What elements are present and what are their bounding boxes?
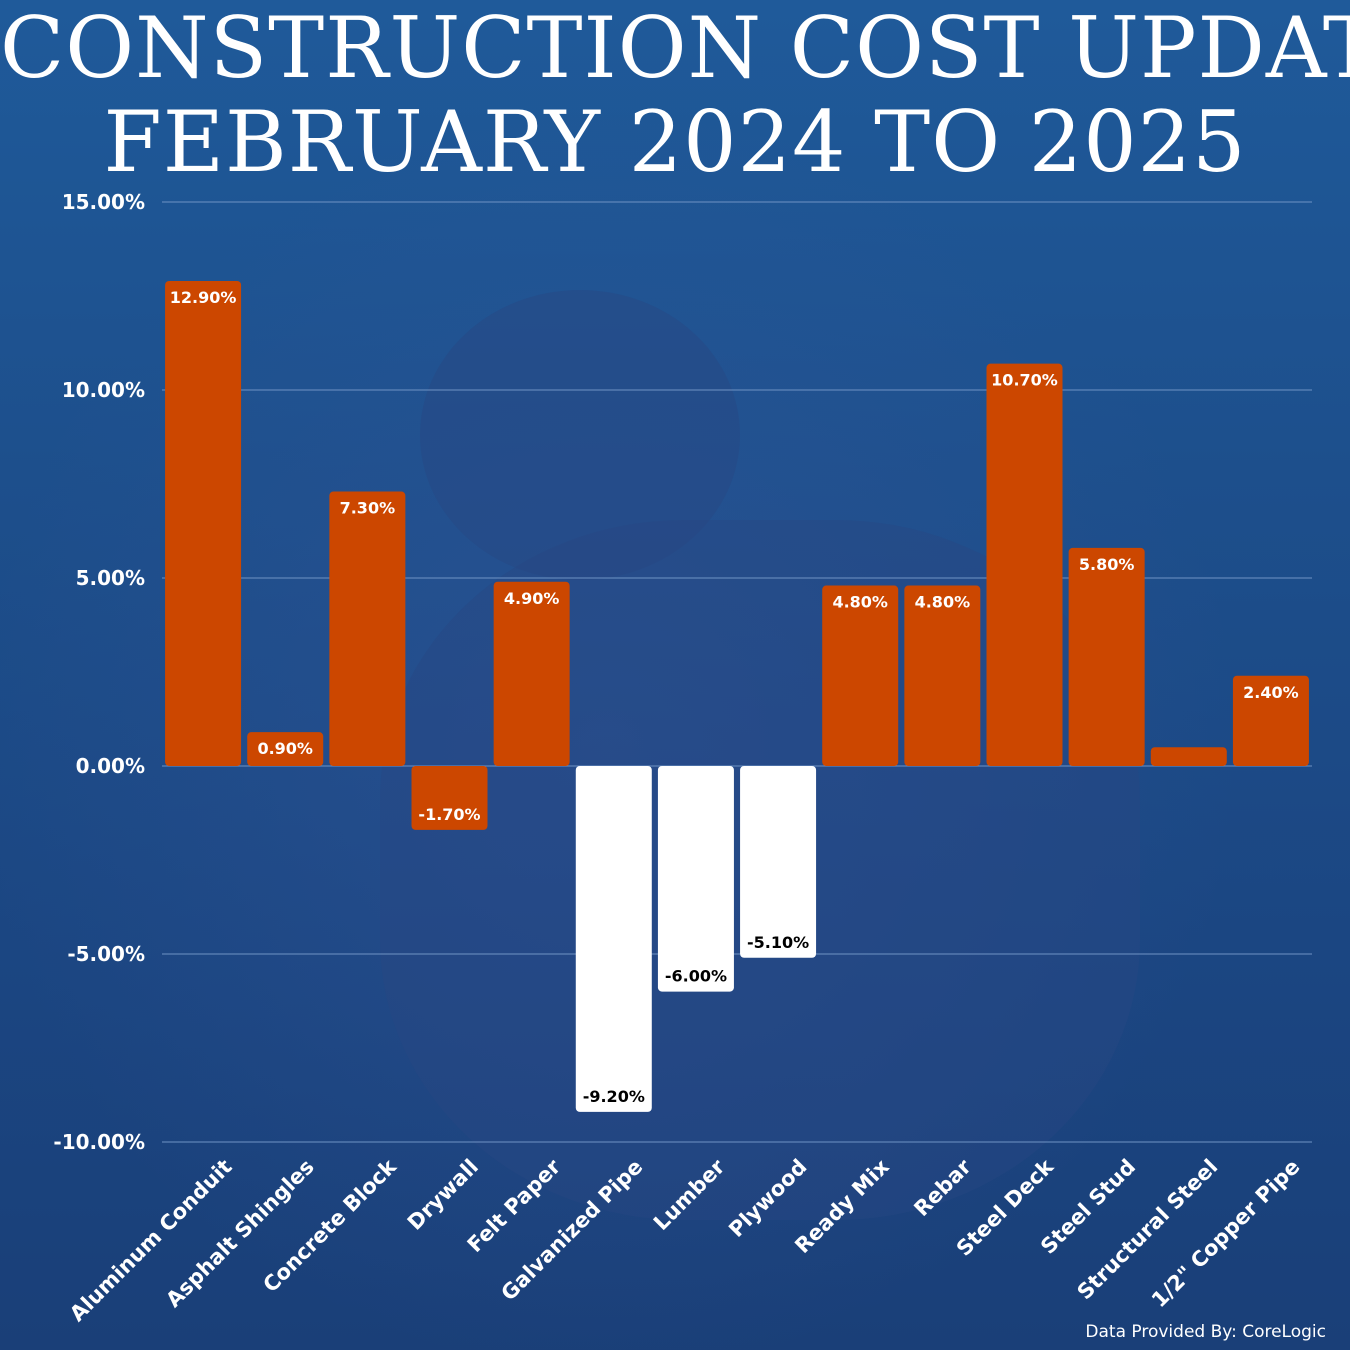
bar [165, 280, 242, 766]
bar [1150, 747, 1227, 766]
data-labels: 12.90% 0.90% 7.30% -1.70% 4.90% -9.20% -6.00% -… [170, 288, 1299, 1106]
data-label: 4.80% [915, 593, 971, 612]
data-label: 4.90% [504, 589, 560, 608]
data-label: 10.70% [991, 371, 1058, 390]
x-category-label: Structural Steel [1073, 1155, 1223, 1305]
bar [740, 766, 817, 958]
y-tick-label: 15.00% [62, 190, 145, 214]
x-category-label: Lumber [649, 1154, 730, 1235]
y-tick-label: -5.00% [67, 942, 145, 966]
bar [904, 585, 981, 766]
y-tick-label: -10.00% [53, 1130, 145, 1154]
title-line-1: CONSTRUCTION COST UPDATE [0, 0, 1350, 97]
bar [1232, 675, 1309, 766]
y-tick-label: 5.00% [76, 566, 145, 590]
bar [1068, 547, 1145, 766]
bar [822, 585, 899, 766]
data-label: -5.10% [747, 933, 809, 952]
bar [493, 581, 570, 766]
x-category-label: Drywall [403, 1155, 483, 1235]
data-label: 5.80% [1079, 555, 1135, 574]
bar [329, 491, 406, 766]
x-category-label: Plywood [724, 1155, 811, 1242]
data-label: -9.20% [583, 1087, 645, 1106]
bar [247, 732, 324, 766]
y-axis-tick-labels: 15.00% 10.00% 5.00% 0.00% -5.00% -10.00% [53, 190, 145, 1154]
bar [986, 363, 1063, 766]
data-label: 4.80% [832, 593, 888, 612]
data-label: 2.40% [1243, 683, 1299, 702]
data-label: -1.70% [418, 805, 480, 824]
x-category-label: Aluminum Conduit [65, 1155, 237, 1327]
bar [657, 766, 734, 992]
data-label: -6.00% [665, 967, 727, 986]
x-category-label: Rebar [909, 1154, 976, 1221]
background-helmet-shape [420, 290, 740, 580]
data-label: 12.90% [170, 288, 237, 307]
data-label: 0.90% [257, 739, 313, 758]
source-note: Data Provided By: CoreLogic [1085, 1322, 1326, 1342]
y-tick-label: 0.00% [76, 754, 145, 778]
title-line-2: FEBRUARY 2024 TO 2025 [103, 93, 1247, 191]
bars [165, 280, 1309, 1112]
bar [411, 766, 488, 830]
x-category-label: Galvanized Pipe [496, 1155, 647, 1306]
data-label: 7.30% [340, 499, 396, 518]
y-tick-label: 10.00% [62, 378, 145, 402]
x-category-label: 1/2" Copper Pipe [1147, 1155, 1305, 1313]
bar [575, 766, 652, 1112]
x-category-label: Asphalt Shingles [161, 1155, 318, 1312]
